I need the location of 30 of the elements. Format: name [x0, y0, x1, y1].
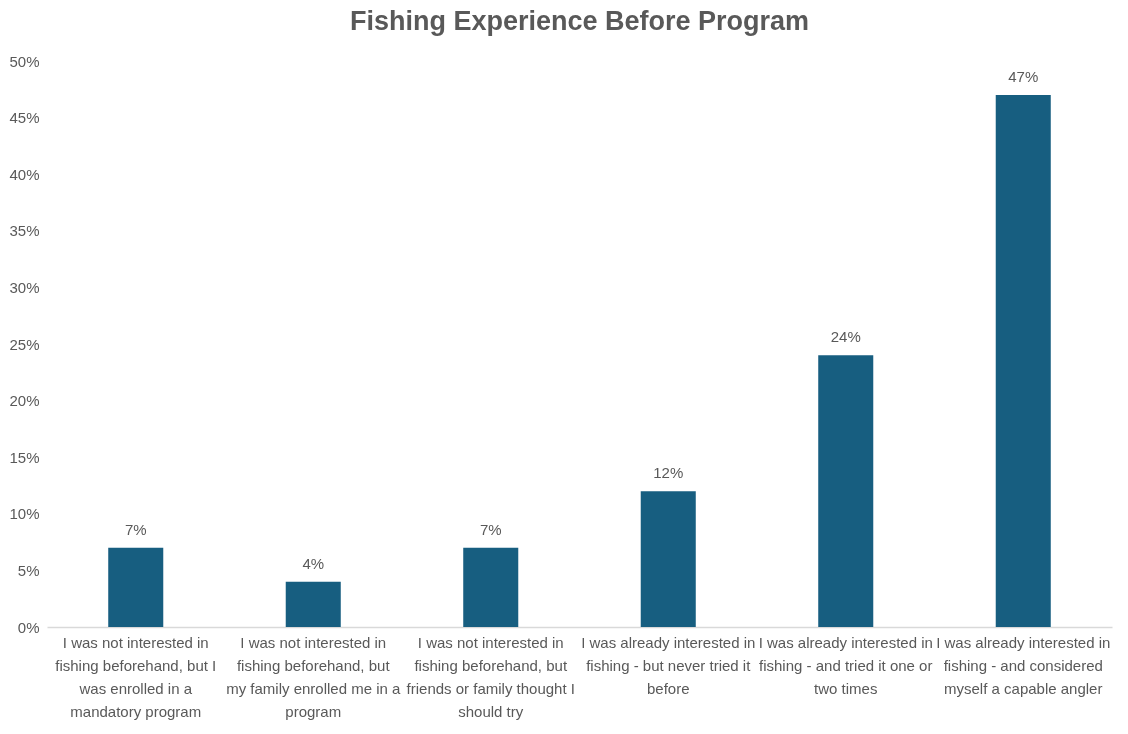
x-tick-label: I was already interested in fishing - and tried it one or two times — [758, 633, 933, 697]
chart-title: Fishing Experience Before Program — [349, 6, 810, 36]
data-label: 12% — [653, 464, 684, 482]
bar — [995, 94, 1051, 627]
x-tick-label: I was already interested in fishing - and considered myself a capable angler — [936, 633, 1111, 697]
data-label: 47% — [1008, 67, 1039, 85]
y-tick-label: 35% — [9, 222, 40, 240]
y-tick-label: 25% — [9, 335, 40, 353]
data-label: 4% — [302, 554, 325, 572]
y-tick-label: 15% — [9, 448, 40, 466]
y-tick-label: 50% — [9, 52, 40, 70]
y-tick-label: 20% — [9, 392, 40, 410]
y-tick-label: 30% — [9, 278, 40, 296]
data-label: 7% — [479, 520, 502, 538]
bar — [640, 491, 696, 627]
x-tick-label: I was not interested in fishing beforehand, but friends or family thought I should try — [406, 633, 575, 720]
x-tick-label: I was already interested in fishing - but never tried it before — [581, 633, 756, 697]
bar — [285, 581, 341, 627]
y-tick-label: 5% — [17, 561, 40, 579]
y-tick-label: 40% — [9, 165, 40, 183]
x-tick-label: I was not interested in fishing beforehand, but my family enrolled me in a program — [226, 633, 402, 720]
y-tick-label: 45% — [9, 109, 40, 127]
bar — [463, 547, 519, 627]
bar — [108, 547, 164, 627]
data-label: 24% — [830, 328, 861, 346]
y-tick-label: 0% — [17, 618, 40, 636]
x-tick-label: I was not interested in fishing beforehand, but I was enrolled in a mandatory program — [55, 633, 217, 720]
data-label: 7% — [124, 520, 147, 538]
y-tick-label: 10% — [9, 505, 40, 523]
bar — [818, 355, 874, 627]
